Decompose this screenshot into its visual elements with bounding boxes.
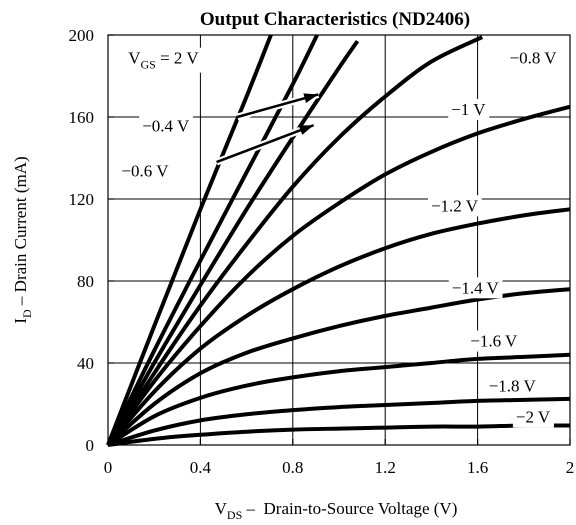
y-tick-label: 160 [69,108,95,127]
curve-label-background [506,47,561,69]
y-tick-label: 200 [69,26,95,45]
curve-series [106,39,360,446]
annotation-arrows [215,91,320,166]
arrow-head [303,93,319,104]
x-tick-label: 1.6 [467,458,488,477]
curve-label-background [427,195,482,217]
curve-label: −1.6 V [470,332,518,351]
x-tick-label: 0.8 [282,458,303,477]
curve-label: −2 V [516,407,551,426]
curve-label: −1.2 V [431,196,479,215]
curves [106,34,571,447]
curve-label-background [125,47,203,73]
arrow-head [298,125,314,135]
chart-title: Output Characteristics (ND2406) [200,9,470,30]
x-axis-label-sub: DS [227,508,242,522]
y-axis-label-sub: D [20,309,34,318]
curve-label: −0.6 V [121,161,169,180]
curve-label: −1 V [451,100,486,119]
curve-labels: VGS = 2 V −0.4 V −0.6 V −0.8 V −1 V −1.2 V −1.… [118,47,561,428]
curve-series [106,35,484,447]
curve-series [107,396,571,447]
curve-label-background [448,98,490,120]
curve-series [106,352,571,447]
curve-label-background [118,160,173,182]
y-ticks: 0 40 80 120 160 200 [69,26,114,455]
curve-label-background [139,115,193,137]
y-tick-label: 80 [77,272,94,291]
curve-series [106,207,571,447]
curve-label-background [467,330,522,352]
curve-label-background [485,375,540,397]
x-ticks: 0 0.4 0.8 1.2 1.6 2 [104,439,575,477]
plot-frame [107,34,571,446]
curve-series [107,423,571,447]
y-tick-label: 120 [69,190,95,209]
y-tick-label: 40 [77,354,94,373]
curve-series [106,34,273,446]
curve-label-background [512,406,554,428]
y-axis-label-main: I [11,318,30,324]
x-tick-label: 0 [104,458,113,477]
curve-label-background [448,277,503,299]
y-tick-label: 0 [86,436,95,455]
x-axis-label: VDS – Drain-to-Source Voltage (V) [215,499,458,522]
y-axis-label: ID – Drain Current (mA) [11,156,34,323]
x-axis-label-rest: – Drain-to-Source Voltage (V) [242,499,457,518]
x-tick-label: 2 [566,458,575,477]
x-tick-label: 0.4 [190,458,212,477]
curve-series [106,104,571,447]
curve-series [106,34,319,446]
curve-label: −1.4 V [452,278,500,297]
curve-label: −0.8 V [510,49,558,68]
curve-label: −1.8 V [489,377,537,396]
y-axis-label-rest: – Drain Current (mA) [11,156,30,309]
x-axis-label-main: V [215,499,228,518]
x-tick-label: 1.2 [375,458,396,477]
curve-label: VGS = 2 V [128,49,199,72]
arrow-line [216,124,315,164]
curve-label: −0.4 V [142,116,190,135]
